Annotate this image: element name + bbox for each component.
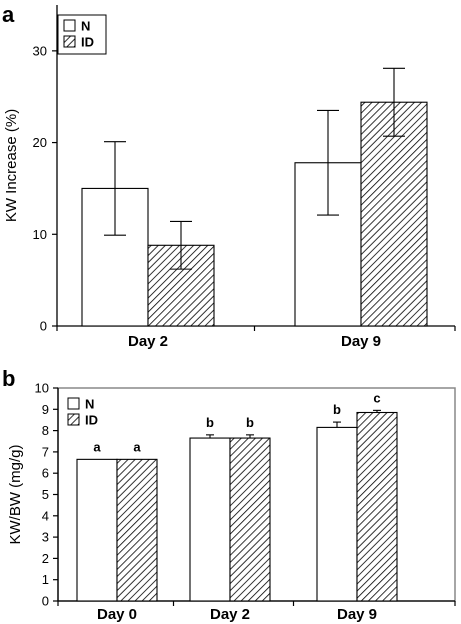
y-axis-title: KW/BW (mg/g) [7, 444, 24, 544]
bar-n-day-9 [316, 426, 358, 602]
y-tick-label: 8 [42, 423, 49, 438]
y-tick-label: 0 [40, 319, 47, 334]
legend-label-id: ID [81, 35, 94, 50]
x-category-label: Day 9 [341, 333, 381, 350]
panel-a-label: a [2, 2, 15, 27]
y-tick-label: 5 [42, 487, 49, 502]
significance-label: b [246, 415, 254, 430]
legend-swatch-n [63, 19, 76, 32]
y-tick-label: 7 [42, 444, 49, 459]
bar-id-day-9 [356, 411, 398, 602]
legend-swatch-id [63, 35, 76, 48]
legend-label-id: ID [85, 413, 98, 428]
legend-label-n: N [81, 19, 90, 34]
bar-id-day-9 [360, 101, 428, 327]
legend-label-n: N [85, 397, 94, 412]
panel-b-chart: 0 1 2 3 4 5 6 7 8 9 10 KW/BW (mg/g) Day 0 a a Day 2 b b Da… [7, 381, 456, 623]
y-tick-label: 3 [42, 530, 49, 545]
y-tick-label: 2 [42, 551, 49, 566]
x-category-label: Day 0 [97, 606, 137, 623]
significance-label: b [206, 415, 214, 430]
y-tick-label: 20 [33, 135, 47, 150]
y-tick-label: 4 [42, 508, 49, 523]
significance-label: a [133, 439, 141, 454]
legend-swatch-n [67, 397, 80, 410]
bar-n-day-0 [76, 458, 118, 602]
y-tick-label: 10 [35, 381, 49, 396]
y-tick-label: 9 [42, 402, 49, 417]
y-tick-label: 10 [33, 227, 47, 242]
y-tick-label: 30 [33, 43, 47, 58]
significance-label: c [373, 390, 380, 405]
x-category-label: Day 9 [337, 606, 377, 623]
legend-swatch-id [67, 413, 80, 426]
bar-id-day-0 [116, 458, 158, 602]
significance-label: b [333, 402, 341, 417]
significance-label: a [93, 439, 101, 454]
y-tick-label: 1 [42, 572, 49, 587]
y-tick-label: 0 [42, 594, 49, 609]
y-axis-title: KW Increase (%) [3, 109, 20, 222]
y-tick-label: 6 [42, 466, 49, 481]
panel-a-chart: 0 10 20 30 KW Increase (%) Day 2 Day 9 NID [3, 5, 456, 350]
panel-b-label: b [2, 366, 15, 391]
bar-id-day-2 [229, 437, 271, 602]
x-category-label: Day 2 [210, 606, 250, 623]
x-category-label: Day 2 [128, 333, 168, 350]
bar-n-day-2 [189, 437, 231, 602]
